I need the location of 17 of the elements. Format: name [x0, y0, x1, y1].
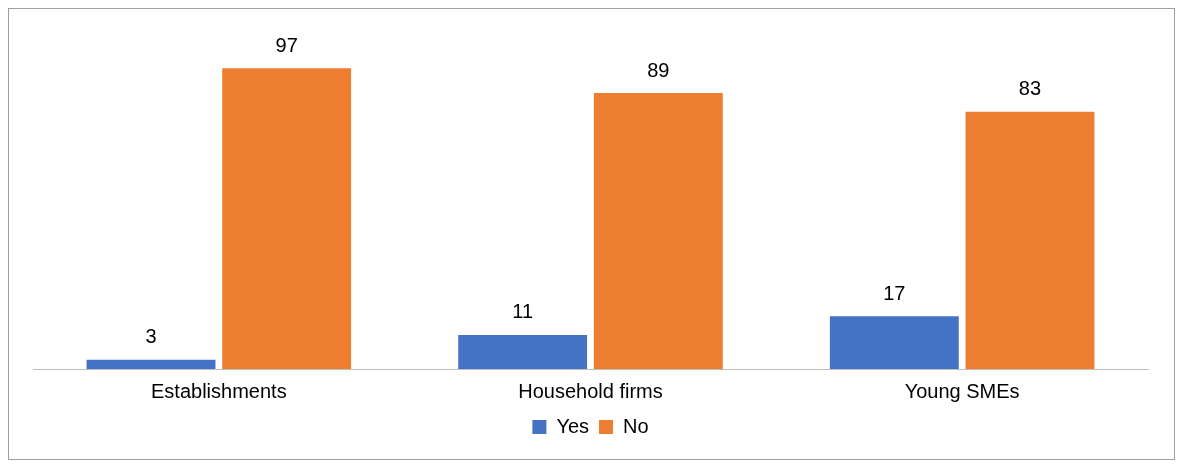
data-label: 11	[512, 300, 534, 323]
data-label: 89	[647, 58, 670, 81]
legend-label: No	[623, 414, 649, 437]
bar	[458, 334, 588, 369]
bar	[593, 93, 723, 369]
x-tick-label: Household firms	[518, 379, 663, 402]
data-label: 83	[1018, 77, 1042, 100]
bar	[222, 68, 352, 369]
legend-label: Yes	[556, 414, 590, 437]
x-tick-label: Establishments	[151, 379, 287, 402]
bar	[86, 359, 216, 369]
data-label: 17	[883, 281, 906, 304]
bar	[829, 316, 959, 369]
bar	[965, 111, 1095, 369]
x-tick-label: Young SMEs	[904, 379, 1020, 402]
data-label: 97	[275, 33, 298, 56]
data-label: 3	[145, 325, 157, 348]
